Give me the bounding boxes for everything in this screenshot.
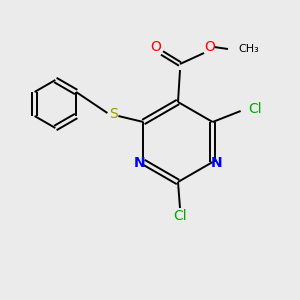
Text: O: O — [205, 40, 215, 54]
Text: N: N — [134, 156, 145, 170]
Text: O: O — [151, 40, 161, 54]
Text: S: S — [109, 107, 118, 121]
Text: Cl: Cl — [173, 209, 187, 223]
Text: Cl: Cl — [249, 102, 262, 116]
Text: CH₃: CH₃ — [238, 44, 259, 54]
Text: N: N — [211, 156, 223, 170]
